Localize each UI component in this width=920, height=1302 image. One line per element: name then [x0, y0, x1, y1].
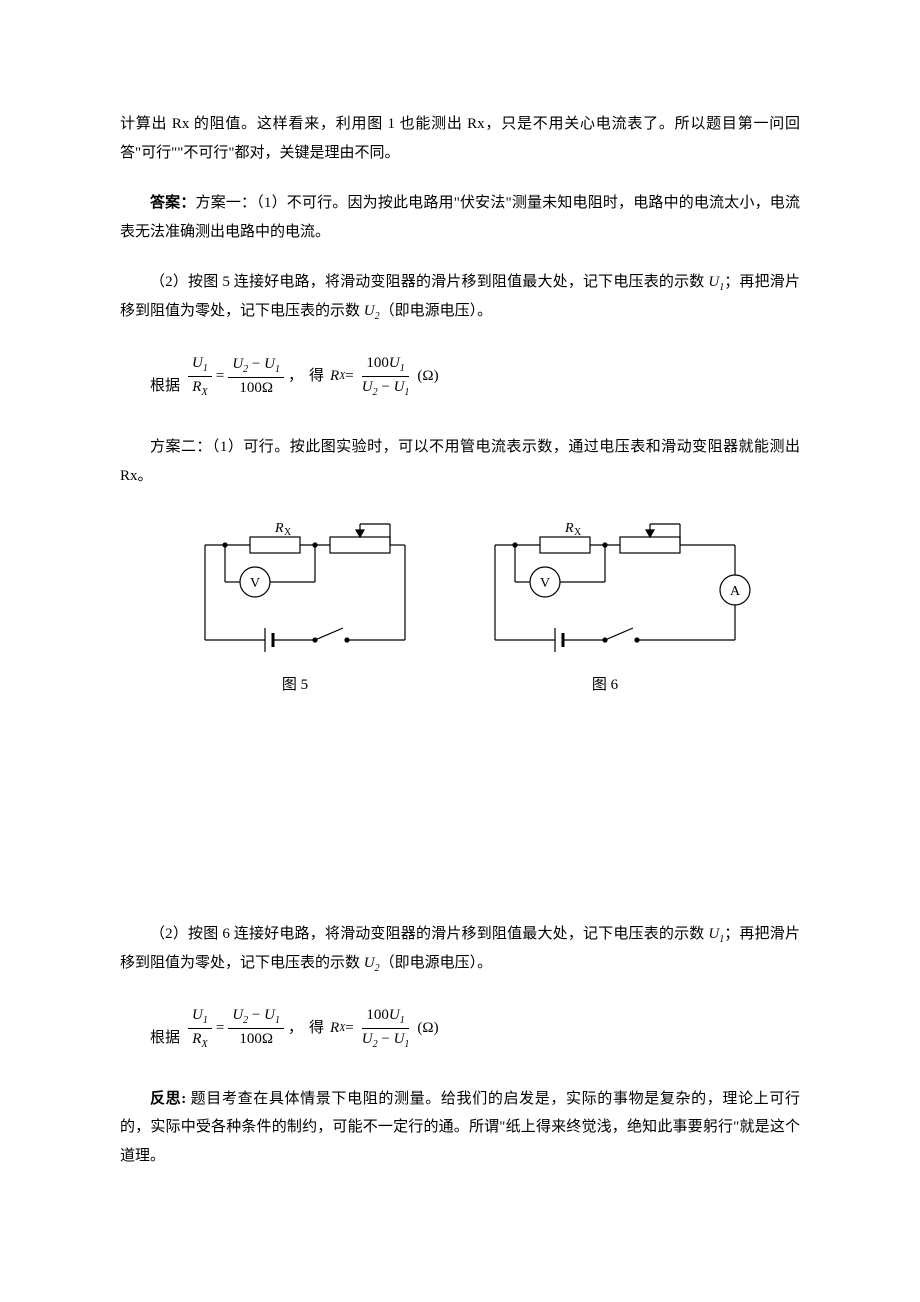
svg-text:A: A: [730, 584, 741, 599]
paragraph-step2a: （2）按图 5 连接好电路，将滑动变阻器的滑片移到阻值最大处，记下电压表的示数 …: [120, 268, 800, 326]
svg-text:R: R: [564, 521, 574, 536]
circuit-fig5: R X V 图 5: [165, 520, 425, 700]
paragraph-answer1: 答案：方案一：（1）不可行。因为按此电路用"伏安法"测量未知电阻时，电路中的电流…: [120, 189, 800, 246]
formula-1: 根据 U1 RX = U2 − U1 100Ω ， 得 RX = 100U1 U…: [120, 354, 800, 399]
paragraph-intro: 计算出 Rx 的阻值。这样看来，利用图 1 也能测出 Rx，只是不用关心电流表了…: [120, 110, 800, 167]
svg-text:V: V: [250, 576, 260, 591]
paragraph-reflection: 反思: 题目考查在具体情景下电阻的测量。给我们的启发是，实际的事物是复杂的，理论…: [120, 1085, 800, 1171]
answer-label: 答案：: [150, 195, 196, 211]
fig5-label: 图 5: [282, 671, 308, 700]
circuits-row: R X V 图 5: [120, 520, 800, 700]
formula-2: 根据 U1 RX = U2 − U1 100Ω ， 得 RX = 100U1 U…: [120, 1006, 800, 1051]
circuit-diagram-6: R X V A: [455, 520, 755, 665]
svg-text:V: V: [540, 576, 550, 591]
paragraph-plan2: 方案二：（1）可行。按此图实验时，可以不用管电流表示数，通过电压表和滑动变阻器就…: [120, 433, 800, 490]
reflect-label: 反思:: [150, 1091, 186, 1107]
circuit-fig6: R X V A 图 6: [455, 520, 755, 700]
svg-text:R: R: [274, 521, 284, 536]
svg-text:X: X: [574, 527, 582, 538]
fig6-label: 图 6: [592, 671, 618, 700]
paragraph-step2b: （2）按图 6 连接好电路，将滑动变阻器的滑片移到阻值最大处，记下电压表的示数 …: [120, 920, 800, 978]
circuit-diagram-5: R X V: [165, 520, 425, 665]
svg-text:X: X: [284, 527, 292, 538]
